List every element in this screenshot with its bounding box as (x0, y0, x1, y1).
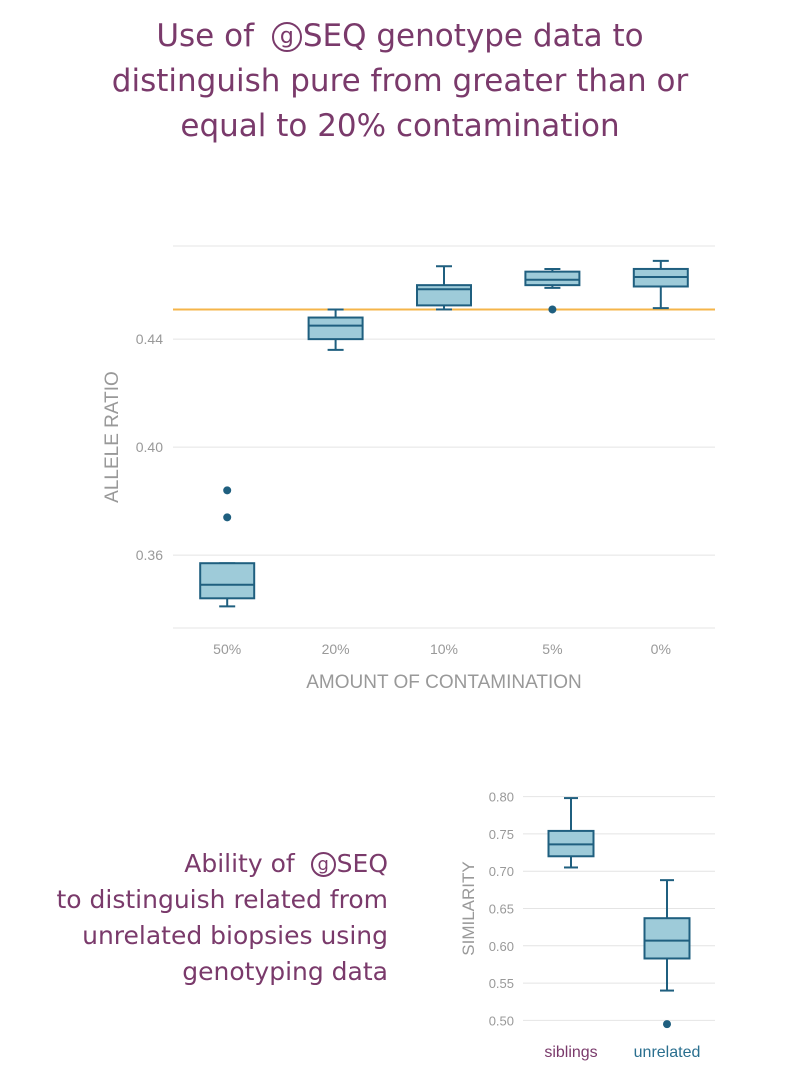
caption-line-1-prefix: Ability of (184, 849, 295, 878)
page-title: Use of g SEQ genotype data to distinguish… (0, 14, 800, 149)
x-tick-label: 50% (213, 641, 241, 657)
caption-line-4: genotyping data (182, 957, 388, 986)
y-tick-label: 0.60 (489, 939, 514, 954)
x-tick-label: unrelated (634, 1044, 701, 1061)
title-line-3: equal to 20% contamination (180, 108, 620, 144)
x-tick-label: 0% (651, 641, 671, 657)
outlier-point (223, 513, 232, 522)
y-tick-label: 0.44 (136, 331, 163, 347)
y-tick-label: 0.65 (489, 902, 514, 917)
gseq-logo-icon: g (310, 852, 336, 877)
title-line-1: Use of g SEQ genotype data to (0, 14, 800, 59)
outlier-point (548, 305, 557, 314)
y-tick-label: 0.70 (489, 864, 514, 879)
outlier-point (663, 1020, 671, 1029)
caption-line-1: Ability of g SEQ (0, 846, 388, 882)
y-axis-label: ALLELE RATIO (102, 371, 123, 503)
y-tick-label: 0.50 (489, 1013, 514, 1028)
y-tick-label: 0.40 (136, 439, 163, 455)
x-tick-label: 5% (542, 641, 562, 657)
outlier-point (223, 486, 232, 495)
x-tick-label: siblings (544, 1044, 597, 1061)
box-iqr (307, 316, 364, 341)
box-iqr (524, 270, 581, 287)
caption-line-1-suffix: SEQ (336, 849, 388, 878)
x-tick-label: 10% (430, 641, 458, 657)
box-iqr (643, 917, 691, 960)
x-tick-label: 20% (322, 641, 350, 657)
title-line-1-prefix: Use of (156, 18, 254, 54)
caption-line-3: unrelated biopsies using (82, 921, 388, 950)
secondary-caption: Ability of g SEQ to distinguish related f… (0, 846, 388, 990)
x-axis-label: AMOUNT OF CONTAMINATION (306, 672, 582, 693)
y-axis-label: SIMILARITY (459, 861, 478, 955)
title-line-1-suffix: SEQ genotype data to (302, 18, 644, 54)
y-tick-label: 0.80 (489, 790, 514, 805)
caption-line-2: to distinguish related from (56, 885, 388, 914)
gseq-logo-icon: g (271, 22, 302, 52)
box-iqr (416, 284, 472, 307)
title-line-2: distinguish pure from greater than or (111, 63, 689, 99)
y-tick-label: 0.75 (489, 827, 514, 842)
y-tick-label: 0.36 (136, 547, 163, 563)
y-tick-label: 0.55 (489, 976, 514, 991)
box-iqr (199, 562, 256, 600)
